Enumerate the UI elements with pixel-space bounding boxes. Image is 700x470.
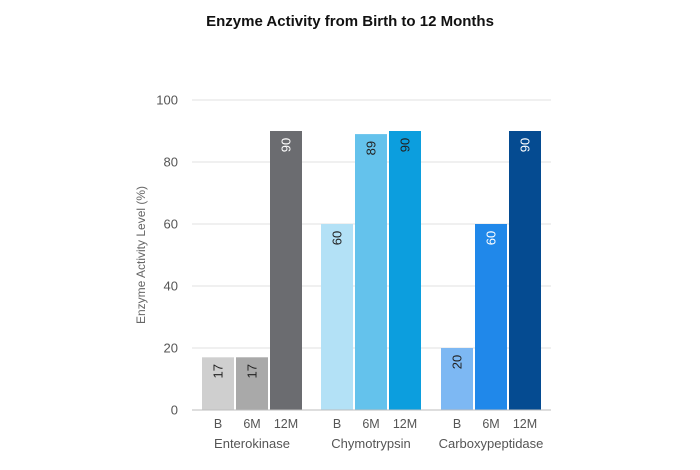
bar: [236, 357, 268, 410]
y-tick-label: 40: [164, 279, 178, 294]
x-tick-label: 12M: [274, 417, 298, 431]
data-label: 17: [211, 364, 226, 378]
x-axis-labels: B 6M 12M Enterokinase B 6M 12M Chymotrypsin B 6M 1…: [214, 417, 544, 451]
x-tick-label: 6M: [482, 417, 499, 431]
y-tick-label: 80: [164, 155, 178, 170]
bar: [321, 224, 353, 410]
x-tick-label: B: [214, 417, 222, 431]
x-tick-label: B: [453, 417, 461, 431]
group-label: Enterokinase: [214, 436, 290, 451]
y-tick-label: 0: [171, 403, 178, 418]
data-label: 90: [398, 138, 413, 152]
x-tick-label: 12M: [393, 417, 417, 431]
bar: [475, 224, 507, 410]
bar: [202, 357, 234, 410]
data-label: 20: [450, 355, 465, 369]
data-label: 89: [364, 141, 379, 155]
data-label: 90: [518, 138, 533, 152]
y-axis-label: Enzyme Activity Level (%): [134, 186, 148, 324]
y-tick-label: 20: [164, 341, 178, 356]
data-label: 17: [245, 364, 260, 378]
y-tick-label: 60: [164, 217, 178, 232]
bar: [270, 131, 302, 410]
x-tick-label: 6M: [362, 417, 379, 431]
chart-title: Enzyme Activity from Birth to 12 Months: [206, 13, 494, 30]
y-axis-ticks: 0 20 40 60 80 100: [156, 93, 178, 418]
group-label: Carboxypeptidase: [439, 436, 544, 451]
y-tick-label: 100: [156, 93, 178, 108]
bar: [441, 348, 473, 410]
x-tick-label: 6M: [243, 417, 260, 431]
bar: [389, 131, 421, 410]
bar: [509, 131, 541, 410]
group-label: Chymotrypsin: [331, 436, 410, 451]
bars: 17 17 90 60 89 90 20 60 90: [202, 131, 541, 410]
x-tick-label: 12M: [513, 417, 537, 431]
bar: [355, 134, 387, 410]
data-label: 60: [330, 231, 345, 245]
data-label: 90: [279, 138, 294, 152]
x-tick-label: B: [333, 417, 341, 431]
data-label: 60: [484, 231, 499, 245]
